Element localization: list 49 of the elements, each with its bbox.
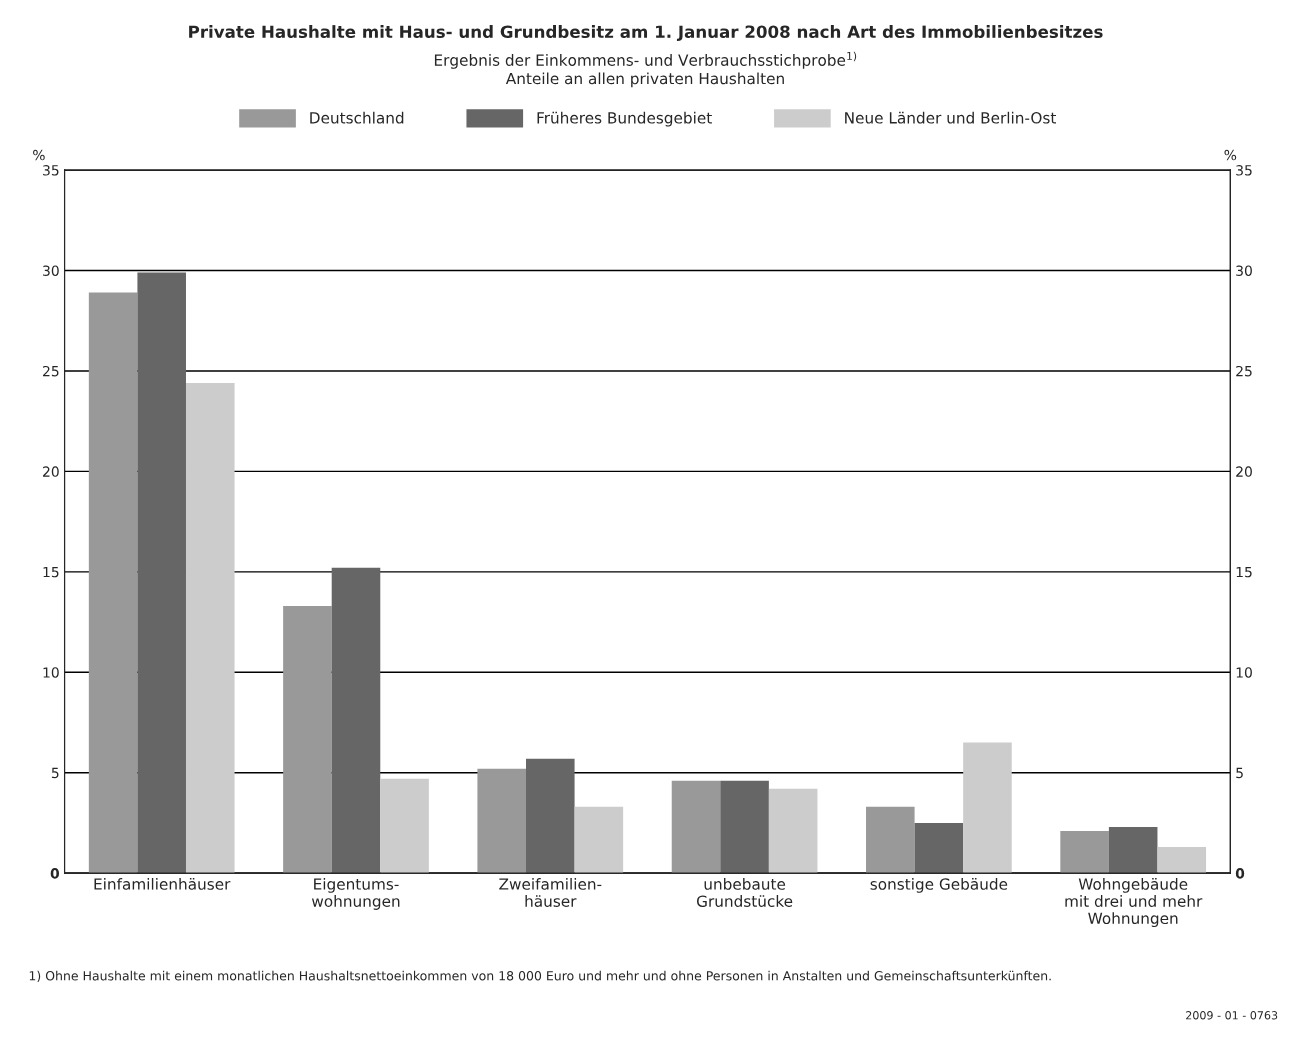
y-axis-title: % (33, 149, 45, 161)
bar (914, 822, 964, 874)
y2-tick-label: 5 (1236, 767, 1243, 779)
bar (380, 778, 429, 874)
bar (526, 758, 575, 874)
bar (963, 742, 1012, 874)
y2-axis-title: % (1224, 149, 1237, 161)
text: Ergebnis der Einkommens- und Verbrauchsstichprobe$^{1)}$ Anteile an allen privaten Haushalten (434, 51, 857, 88)
y2-tick-label: 0 (1235, 868, 1245, 879)
x-tick-label: unbebaute Grundstücke (696, 878, 793, 907)
bar (866, 806, 915, 874)
y-tick-label: 25 (43, 365, 59, 377)
chart-title: Private Haushalte mit Haus- und Grundbesitz am 1. Januar 2008 nach Art des Immobilienbesitzes (189, 25, 1103, 42)
bar (574, 806, 624, 874)
bar (137, 272, 186, 874)
y-tick-label: 15 (43, 566, 59, 578)
y2-tick-label: 15 (1236, 566, 1252, 578)
bar (671, 780, 721, 874)
bar (331, 567, 381, 874)
legend-label: Deutschland (310, 111, 404, 124)
legend-label: Neue Länder und Berlin-Ost (845, 111, 1056, 124)
x-tick-label: sonstige Gebäude (870, 878, 1008, 893)
bar (477, 768, 526, 874)
text: 2009 - 01 - 0763 (1186, 1011, 1278, 1020)
bar (720, 780, 769, 874)
y2-tick-label: 20 (1236, 466, 1252, 477)
text: 1) Ohne Haushalte mit einem monatlichen Haushaltsnettoeinkommen von 18 000 Euro und mehr und ohne Personen in Anstalten und Gemeinschaftsunterkünften. (29, 970, 1051, 982)
y-tick-label: 5 (51, 767, 59, 779)
x-tick-label: Einfamilienhäuser (94, 878, 231, 890)
x-tick-label: Wohngebäude mit drei und mehr Wohnungen (1065, 878, 1203, 928)
y2-tick-label: 35 (1236, 165, 1252, 176)
y-tick-label: 35 (43, 165, 59, 176)
x-tick-label: Eigentums- wohnungen (311, 878, 400, 910)
bar (185, 383, 235, 874)
x-tick-label: Zweifamilien- häuser (499, 878, 602, 907)
bar (1108, 826, 1158, 874)
bar (1060, 830, 1109, 874)
bar (88, 292, 138, 874)
y2-tick-label: 25 (1236, 365, 1252, 377)
y-tick-label: 30 (43, 265, 59, 276)
legend-label: Früheres Bundesgebiet (537, 111, 712, 127)
y-tick-label: 0 (50, 868, 60, 879)
bar (283, 605, 332, 874)
y2-tick-label: 10 (1236, 667, 1252, 678)
y-tick-label: 20 (43, 466, 59, 477)
y-tick-label: 10 (43, 667, 59, 678)
bar (1157, 847, 1207, 874)
y2-tick-label: 30 (1236, 265, 1252, 276)
bar (768, 788, 818, 874)
